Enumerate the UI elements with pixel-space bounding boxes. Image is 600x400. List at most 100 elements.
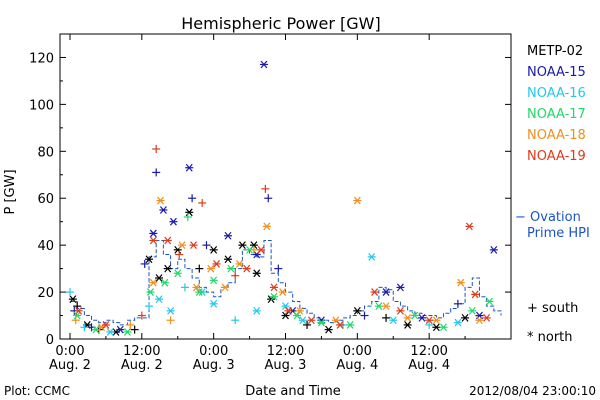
north-point [224, 255, 233, 264]
north-point [292, 311, 301, 320]
north-point [209, 245, 218, 254]
north-point [284, 306, 293, 315]
south-point [231, 271, 240, 280]
south-point [140, 259, 149, 268]
legend-marker-north: * north [527, 330, 573, 345]
footer-right: 2012/08/04 23:00:10 [469, 384, 596, 398]
south-point [425, 320, 434, 329]
north-point [475, 311, 484, 320]
north-point [295, 306, 304, 315]
north-point [221, 283, 230, 292]
data-points [66, 60, 498, 336]
south-point [180, 283, 189, 292]
north-point [396, 283, 405, 292]
south-point [360, 311, 369, 320]
x-axis-label: Date and Time [245, 384, 341, 399]
ovation-line [70, 239, 502, 326]
north-point [192, 283, 201, 292]
north-point [160, 278, 169, 287]
north-point [482, 313, 491, 322]
north-point [235, 260, 244, 268]
north-point [259, 60, 268, 69]
y-tick-label: 60 [37, 192, 54, 207]
chart-title: Hemispheric Power [GW] [181, 14, 380, 33]
north-point [209, 276, 218, 285]
north-point [465, 222, 474, 231]
north-point [166, 306, 175, 315]
y-tick-label: 0 [46, 333, 54, 348]
north-point [156, 196, 165, 205]
north-point [242, 264, 251, 273]
north-point [367, 252, 376, 261]
south-point [453, 299, 462, 308]
south-point [137, 311, 146, 320]
south-point [264, 194, 273, 203]
south-point [80, 323, 89, 332]
north-point [224, 231, 233, 240]
north-point [346, 321, 355, 329]
north-point [278, 288, 287, 296]
south-point [274, 264, 283, 273]
north-point [226, 264, 235, 273]
north-point [432, 323, 441, 332]
south-point [382, 313, 391, 322]
x-tick-date: Aug. 3 [265, 358, 307, 373]
north-point [238, 241, 247, 250]
north-point [425, 316, 434, 325]
north-point [173, 269, 182, 278]
north-point [149, 236, 158, 245]
north-point [336, 321, 345, 329]
ovation-path [70, 239, 502, 326]
north-point [149, 278, 158, 287]
north-point [257, 245, 266, 254]
y-tick-label: 40 [37, 239, 54, 254]
north-point [68, 295, 77, 304]
north-point [209, 299, 218, 308]
north-point [195, 288, 204, 296]
legend-entry-noaa-15: NOAA-15 [527, 65, 586, 80]
north-point [382, 288, 391, 296]
north-point [439, 323, 448, 332]
north-point [270, 283, 279, 292]
x-tick-time: 0:00 [343, 344, 372, 359]
south-point [152, 168, 161, 177]
x-tick-time: 0:00 [55, 344, 84, 359]
legend-entry-metp-02: METP-02 [527, 44, 583, 59]
y-tick-label: 100 [29, 98, 54, 113]
north-point [370, 288, 379, 296]
south-point [261, 184, 270, 193]
north-point [317, 318, 326, 327]
north-point [270, 292, 279, 301]
north-point [169, 217, 178, 226]
south-point [130, 325, 139, 334]
north-point [417, 313, 426, 322]
north-point [106, 328, 115, 336]
y-axis-label: P [GW] [3, 169, 18, 214]
x-tick-time: 12:00 [123, 344, 160, 359]
x-tick-time: 12:00 [410, 344, 447, 359]
north-point [74, 306, 83, 315]
north-point [212, 260, 221, 268]
south-point [66, 288, 74, 297]
north-point [307, 316, 316, 325]
north-point [298, 316, 307, 325]
north-point [149, 229, 158, 238]
north-point [410, 311, 419, 320]
legend-marker-south: + south [527, 301, 578, 316]
north-point [155, 295, 164, 304]
y-tick-label: 120 [29, 51, 54, 66]
north-point [456, 278, 465, 287]
north-point [281, 302, 290, 311]
north-point [281, 311, 290, 320]
south-point [188, 194, 197, 203]
south-point [195, 264, 204, 273]
north-point [185, 163, 194, 172]
legend-entry-noaa-16: NOAA-16 [527, 86, 586, 101]
x-tick-date: Aug. 4 [336, 358, 378, 373]
north-point [178, 241, 187, 250]
south-point [303, 320, 312, 329]
south-point [183, 213, 192, 221]
legend-ovation-line1: − Ovation [515, 210, 581, 225]
north-point [146, 288, 155, 296]
